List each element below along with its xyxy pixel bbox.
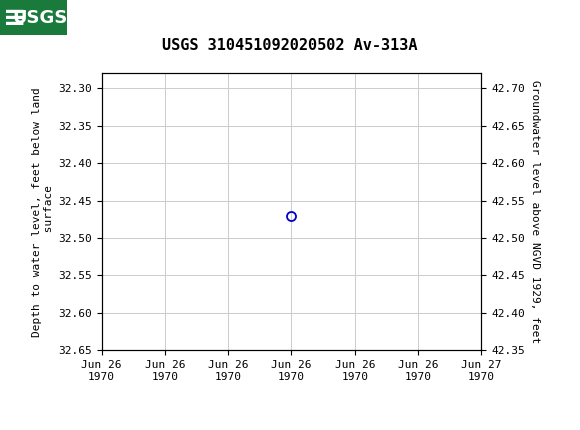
Text: USGS 310451092020502 Av-313A: USGS 310451092020502 Av-313A: [162, 38, 418, 52]
Text: USGS: USGS: [13, 9, 68, 27]
Bar: [0, 0, 67, 35]
Text: ≡: ≡: [3, 3, 26, 32]
Y-axis label: Groundwater level above NGVD 1929, feet: Groundwater level above NGVD 1929, feet: [531, 80, 541, 344]
Y-axis label: Depth to water level, feet below land
 surface: Depth to water level, feet below land su…: [32, 87, 54, 337]
